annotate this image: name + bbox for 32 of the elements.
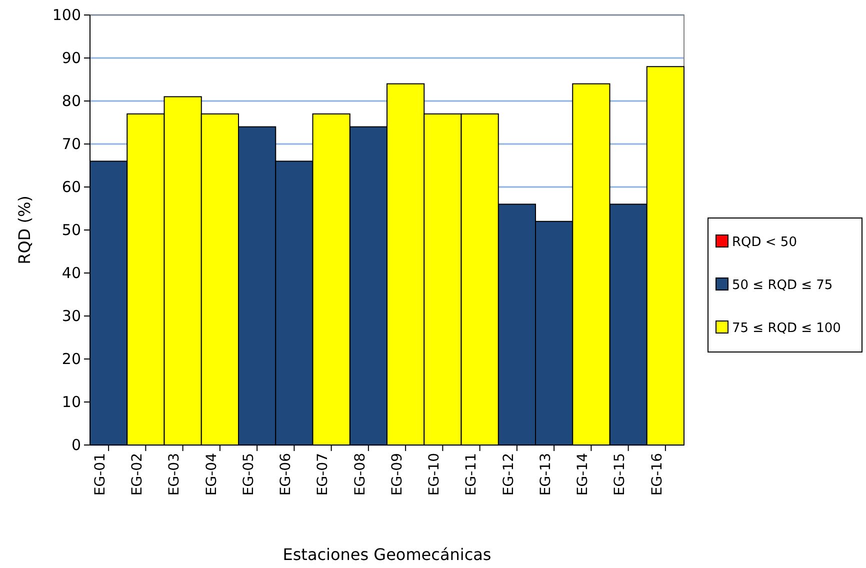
- x-tick-label: EG-06: [278, 452, 294, 496]
- x-tick-label: EG-13: [538, 453, 554, 496]
- x-tick-label: EG-10: [426, 453, 442, 496]
- x-tick-label: EG-16: [649, 452, 666, 496]
- y-tick-label: 0: [71, 436, 81, 454]
- legend-label: 75 ≤ RQD ≤ 100: [732, 321, 841, 336]
- x-tick-label: EG-02: [129, 453, 146, 496]
- x-tick-label: EG-05: [240, 453, 257, 496]
- y-tick-label: 30: [62, 306, 81, 325]
- y-tick-label: 90: [62, 48, 81, 67]
- x-tick-label: EG-01: [92, 453, 108, 496]
- y-axis-title: RQD (%): [15, 196, 34, 264]
- x-axis-title: Estaciones Geomecánicas: [282, 545, 492, 564]
- x-tick-label: EG-09: [389, 453, 406, 496]
- y-tick-label: 50: [62, 220, 81, 239]
- legend-label: RQD < 50: [732, 235, 797, 250]
- y-tick-label: 80: [62, 92, 81, 110]
- y-tick-label: 60: [62, 178, 81, 196]
- legend-label: 50 ≤ RQD ≤ 75: [732, 278, 833, 293]
- x-tick-label: EG-14: [574, 452, 591, 496]
- x-tick-label: EG-12: [500, 453, 517, 496]
- x-tick-label: EG-03: [166, 453, 183, 496]
- y-tick-label: 20: [62, 350, 81, 368]
- x-tick-label: EG-15: [612, 453, 628, 496]
- y-tick-label: 40: [62, 264, 81, 282]
- x-tick-label: EG-04: [204, 452, 220, 496]
- x-tick-label: EG-07: [315, 453, 332, 496]
- y-tick-label: 70: [62, 134, 81, 153]
- x-tick-label: EG-08: [352, 453, 368, 496]
- y-tick-label: 10: [62, 392, 81, 411]
- x-tick-label: EG-11: [464, 453, 480, 496]
- y-tick-label: 100: [52, 6, 81, 24]
